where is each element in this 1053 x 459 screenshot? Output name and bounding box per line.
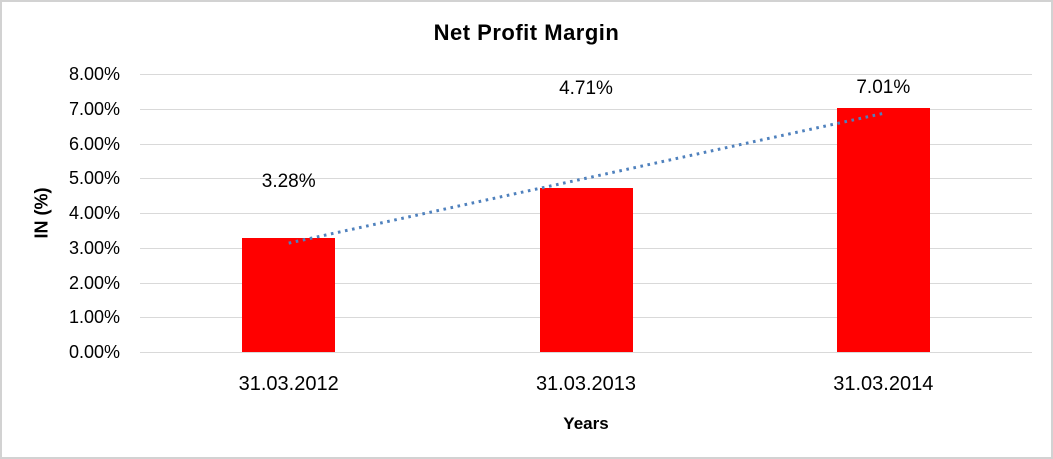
x-axis-title: Years <box>563 414 609 433</box>
data-label: 7.01% <box>856 77 911 98</box>
y-axis-tick-label: 1.00% <box>68 307 120 328</box>
x-axis-tick-label: 31.03.2014 <box>833 373 934 395</box>
y-axis-tick-label: 0.00% <box>68 342 120 362</box>
y-axis-tick-label: 3.00% <box>68 237 120 258</box>
gridline <box>140 74 1032 75</box>
data-label: 3.28% <box>261 171 316 192</box>
data-label: 4.71% <box>559 78 613 99</box>
y-axis-tick-label: 4.00% <box>68 203 120 223</box>
y-axis-tick-label: 8.00% <box>68 64 120 84</box>
y-axis-tick-label: 6.00% <box>68 133 120 154</box>
bar-31.03.2013 <box>539 188 633 352</box>
bar-31.03.2012 <box>242 238 336 352</box>
gridline <box>140 352 1032 353</box>
gridline <box>140 108 1032 110</box>
y-axis-tick-label: 5.00% <box>68 168 120 189</box>
x-axis-tick-label: 31.03.2013 <box>535 373 637 395</box>
y-axis-tick-label: 2.00% <box>68 272 120 293</box>
chart-title: Net Profit Margin <box>433 20 620 45</box>
y-axis-tick-label: 7.00% <box>68 98 120 119</box>
x-axis-tick-label: 31.03.2012 <box>238 373 339 395</box>
bar-31.03.2014 <box>836 108 930 352</box>
